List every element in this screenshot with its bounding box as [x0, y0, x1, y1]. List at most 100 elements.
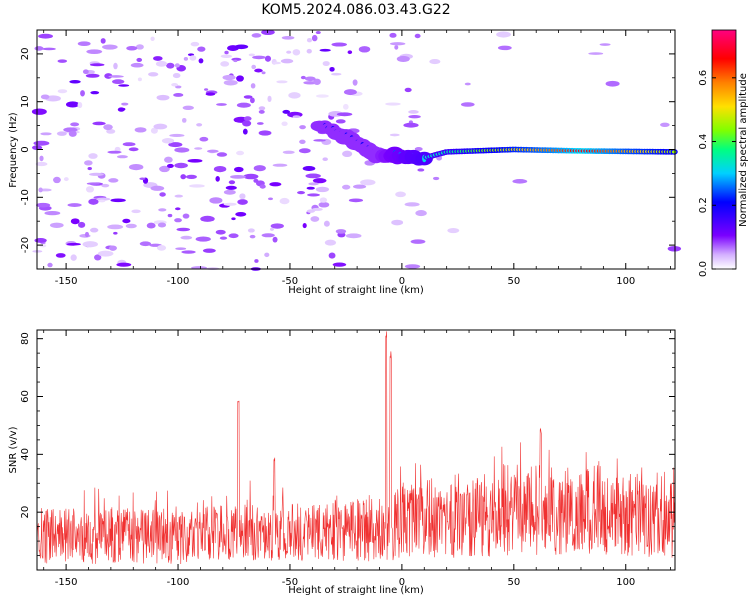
noise-blob — [106, 129, 116, 134]
spectrogram-x-tick-label: -150 — [55, 276, 78, 287]
noise-blob — [100, 38, 106, 44]
noise-blob — [200, 215, 215, 222]
noise-blob — [159, 192, 166, 197]
noise-blob — [174, 162, 188, 169]
noise-blob — [282, 109, 291, 114]
noise-blob — [172, 73, 181, 79]
noise-blob — [153, 123, 168, 130]
noise-blob — [306, 48, 312, 54]
noise-blob — [299, 139, 306, 144]
snr-x-tick-label: 100 — [616, 577, 635, 588]
noise-blob — [34, 238, 47, 243]
noise-blob — [315, 94, 329, 98]
spectrogram-x-tick-label: 50 — [507, 276, 520, 287]
noise-blob — [251, 33, 262, 38]
noise-blob — [88, 153, 98, 159]
noise-blob — [219, 236, 228, 240]
noise-blob — [137, 77, 142, 82]
noise-blob — [252, 55, 266, 60]
colorbar-tick-label: 0.6 — [698, 70, 709, 86]
noise-blob — [191, 266, 207, 270]
noise-blob — [181, 250, 196, 254]
noise-blob — [267, 95, 272, 102]
noise-blob — [269, 182, 282, 187]
noise-blob — [667, 246, 682, 252]
noise-blob — [97, 250, 114, 257]
noise-blob — [57, 59, 68, 63]
snr-panel: -150 -100 -50 0 50 100 20 40 60 80 Height of str… — [8, 329, 676, 596]
noise-blob — [343, 89, 357, 96]
noise-blob — [460, 102, 475, 107]
noise-blob — [68, 130, 77, 137]
noise-blob — [313, 78, 321, 85]
noise-blob — [335, 119, 346, 124]
snr-frame — [36, 329, 676, 571]
noise-blob — [279, 197, 290, 205]
noise-blob — [107, 150, 122, 154]
spectrogram-x-tick-label: 100 — [616, 276, 635, 287]
noise-blob — [292, 49, 301, 56]
noise-blob — [118, 84, 130, 87]
noise-blob — [332, 262, 347, 267]
noise-blob — [403, 122, 419, 128]
noise-blob — [89, 172, 104, 176]
noise-blob — [44, 210, 61, 216]
noise-blob — [233, 59, 238, 63]
noise-blob — [157, 222, 167, 228]
noise-blob — [258, 109, 265, 114]
noise-blob — [335, 229, 347, 234]
noise-blob — [415, 210, 427, 217]
noise-blob — [209, 197, 223, 204]
noise-blob — [322, 157, 328, 162]
noise-blob — [196, 123, 203, 127]
noise-blob — [161, 138, 175, 144]
noise-blob — [512, 179, 528, 184]
noise-blob — [53, 176, 61, 184]
noise-blob — [116, 155, 128, 159]
noise-blob — [182, 105, 194, 111]
spectrogram-x-label: Height of straight line (km) — [288, 285, 424, 296]
noise-blob — [39, 155, 44, 162]
noise-blob — [131, 209, 141, 214]
colorbar-gradient — [711, 29, 737, 270]
noise-blob — [121, 107, 126, 111]
noise-blob — [396, 55, 410, 62]
noise-blob — [236, 102, 251, 108]
noise-blob — [404, 264, 421, 269]
noise-blob — [348, 198, 364, 203]
noise-blob — [213, 165, 227, 173]
noise-blob — [90, 227, 99, 233]
noise-blob — [92, 121, 106, 126]
noise-blob — [358, 46, 371, 53]
noise-blob — [166, 62, 175, 69]
noise-blob — [322, 61, 330, 67]
noise-blob — [166, 163, 174, 168]
noise-blob — [360, 179, 376, 186]
noise-blob — [269, 227, 274, 231]
noise-blob — [174, 147, 190, 153]
noise-blob — [135, 44, 144, 50]
noise-blob — [389, 133, 400, 137]
noise-blob — [169, 133, 185, 138]
noise-blob — [195, 236, 211, 242]
noise-blob — [35, 161, 48, 167]
noise-blob — [182, 213, 190, 219]
noise-blob — [250, 83, 256, 89]
noise-blob — [82, 69, 89, 75]
noise-blob — [222, 74, 236, 81]
snr-x-tick-label: -150 — [55, 577, 78, 588]
noise-blob — [110, 198, 126, 203]
noise-blob — [328, 252, 336, 259]
noise-blob — [130, 62, 144, 68]
noise-blob — [159, 165, 170, 173]
noise-blob — [225, 185, 237, 190]
noise-blob — [77, 101, 83, 109]
noise-blob — [414, 33, 421, 39]
noise-blob — [342, 184, 351, 190]
snr-x-tick-label: -50 — [282, 577, 298, 588]
noise-blob — [336, 112, 353, 117]
noise-blob — [300, 75, 306, 80]
noise-blob — [264, 252, 270, 258]
